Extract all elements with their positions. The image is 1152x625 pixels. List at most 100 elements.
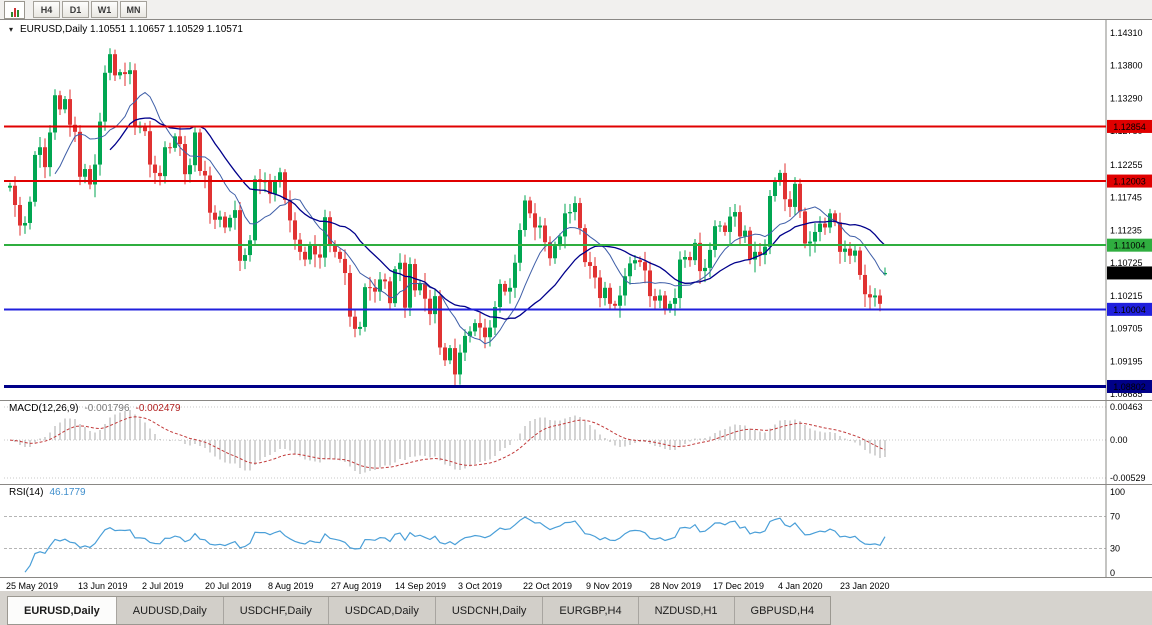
candle-body (18, 204, 22, 226)
timeframe-button-w1[interactable]: W1 (91, 1, 118, 18)
candle-body (193, 132, 197, 166)
candle-body (773, 181, 777, 197)
price-badge-label: 1.12854 (1113, 122, 1146, 132)
candle-body (83, 169, 87, 177)
candle-body (208, 175, 212, 213)
tab-usdcad-daily[interactable]: USDCAD,Daily (329, 597, 436, 624)
price-badge (1107, 238, 1152, 252)
candle-body (373, 287, 377, 292)
rsi-axis-label: 100 (1110, 487, 1125, 497)
candle-body (398, 262, 402, 270)
candle-body (388, 281, 392, 304)
candle-body (383, 279, 387, 282)
candle-body (378, 279, 382, 292)
timeframe-button-d1[interactable]: D1 (62, 1, 89, 18)
candle-body (358, 326, 362, 329)
candle-body (198, 132, 202, 171)
candle-body (348, 273, 352, 317)
date-label: 28 Nov 2019 (650, 581, 702, 591)
tab-usdcnh-daily[interactable]: USDCNH,Daily (436, 597, 544, 624)
tab-usdchf-daily[interactable]: USDCHF,Daily (224, 597, 329, 624)
price-badge (1107, 266, 1152, 280)
candle-body (458, 352, 462, 375)
candle-body (588, 262, 592, 266)
candle-body (478, 323, 482, 328)
rsi-value: 46.1779 (49, 487, 86, 498)
macd-signal-line (9, 416, 886, 469)
date-label: 3 Oct 2019 (458, 581, 503, 591)
candle-body (713, 226, 717, 250)
candle-body (23, 222, 27, 226)
price-badge-label: 1.11004 (1114, 241, 1146, 251)
candle-body (93, 164, 97, 185)
candle-body (703, 267, 707, 272)
candle-body (743, 230, 747, 237)
main-chart-canvas[interactable]: 1.143101.138001.132901.127801.122551.117… (0, 20, 1152, 400)
price-axis-label: 1.11235 (1110, 225, 1142, 235)
rsi-axis-label: 0 (1110, 568, 1115, 577)
price-axis-label: 1.10725 (1110, 258, 1143, 268)
candle-body (423, 283, 427, 299)
candle-body (238, 210, 242, 261)
candle-body (288, 199, 292, 221)
date-label: 8 Aug 2019 (268, 581, 314, 591)
price-axis-label: 1.09705 (1110, 324, 1143, 334)
candle-body (43, 147, 47, 168)
candle-body (548, 242, 552, 259)
candle-body (393, 269, 397, 304)
candle-body (688, 256, 692, 261)
candle-body (438, 296, 442, 348)
candle-body (223, 216, 227, 228)
candle-body (343, 258, 347, 274)
candle-body (783, 172, 787, 200)
candle-body (73, 124, 77, 132)
candle-body (103, 72, 107, 122)
tab-gbpusd-h4[interactable]: GBPUSD,H4 (750, 604, 815, 617)
price-badge (1107, 302, 1152, 316)
ma-fast-line (54, 91, 886, 345)
ma-slow-line (109, 117, 886, 320)
candle-body (243, 255, 247, 261)
candle-body (308, 245, 312, 260)
candle-body (803, 211, 807, 244)
chart-window-icon (4, 0, 25, 19)
rsi-line (24, 516, 886, 573)
macd-main-value: -0.001796 (84, 403, 130, 414)
macd-panel-canvas[interactable]: 0.00463 0.00 -0.00529 (0, 400, 1152, 484)
date-label: 14 Sep 2019 (395, 581, 447, 591)
tab-eurusd-daily[interactable]: EURUSD,Daily (8, 597, 117, 624)
timeframe-button-h4[interactable]: H4 (33, 1, 60, 18)
candle-body (708, 249, 712, 268)
price-axis-label: 1.13800 (1110, 61, 1143, 71)
candle-body (798, 183, 802, 212)
candle-body (683, 256, 687, 260)
price-axis-label: 1.14310 (1110, 28, 1143, 38)
tab-eurgbp-h4[interactable]: EURGBP,H4 (543, 597, 639, 624)
candle-body (158, 172, 162, 177)
macd-name: MACD(12,26,9) (9, 403, 79, 414)
candle-body (528, 200, 532, 214)
candle-body (553, 246, 557, 259)
tab-nzdusd-h1[interactable]: NZDUSD,H1 (639, 597, 735, 624)
candle-body (883, 272, 887, 275)
candle-body (218, 216, 222, 220)
candle-body (763, 246, 767, 256)
candle-body (813, 231, 817, 242)
rsi-panel-canvas[interactable]: 100 70 30 0 (0, 484, 1152, 577)
candle-body (448, 348, 452, 361)
candle-body (733, 212, 737, 217)
date-label: 27 Aug 2019 (331, 581, 382, 591)
candle-body (723, 225, 727, 232)
candle-body (413, 264, 417, 291)
tab-audusd-daily[interactable]: AUDUSD,Daily (117, 597, 224, 624)
timeframe-button-mn[interactable]: MN (120, 1, 147, 18)
timeframe-buttons: H4 D1 W1 MN (33, 1, 147, 18)
candle-body (368, 287, 372, 289)
candle-body (38, 147, 42, 155)
candle-body (168, 147, 172, 149)
candle-body (853, 250, 857, 256)
candle-body (498, 283, 502, 308)
price-badge (1107, 379, 1152, 393)
candle-body (643, 262, 647, 271)
candle-body (253, 179, 257, 241)
